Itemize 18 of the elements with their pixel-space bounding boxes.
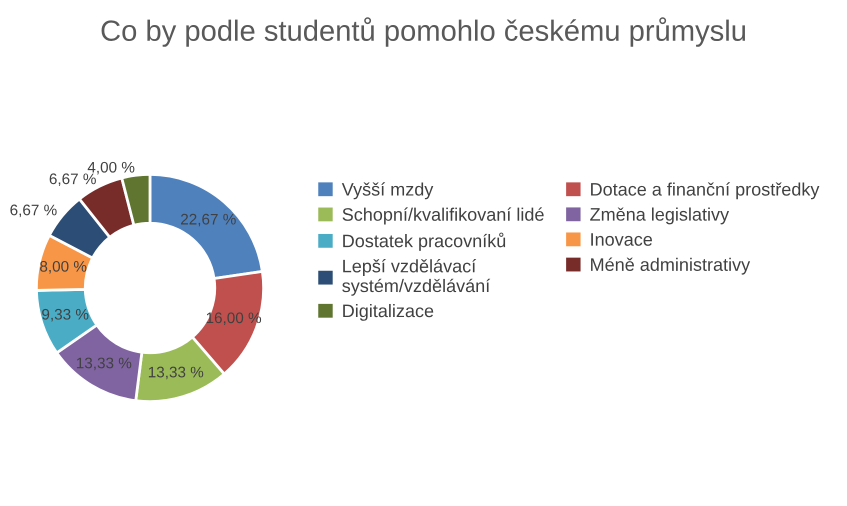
data-label: 13,33 %	[76, 358, 132, 370]
legend-label: Změna legislativy	[590, 207, 730, 224]
data-label: 4,00 %	[88, 162, 134, 174]
data-label: 8,00 %	[40, 260, 86, 274]
chart-title: Co by podle studentů pomohlo českému průmyslu	[102, 17, 746, 47]
legend-label: Schopní/kvalifikovaní lidé	[342, 207, 544, 224]
legend-label: Digitalizace	[343, 304, 434, 321]
data-label: 6,67 %	[10, 204, 57, 218]
legend-label: Méně administrativy	[591, 258, 750, 275]
legend-label: Lepší vzdělávací systém/vzdělávání	[342, 259, 490, 296]
data-label: 22,67 %	[181, 214, 236, 226]
data-label: 9,33 %	[42, 308, 88, 322]
legend-label: Dotace a finanční prostředky	[591, 182, 820, 200]
legend-label: Inovace	[591, 233, 652, 246]
data-label: 13,33 %	[148, 366, 204, 380]
legend-label: Vyšší mzdy	[342, 182, 434, 200]
legend-label: Dostatek pracovníků	[343, 232, 506, 251]
data-label: 6,67 %	[50, 173, 96, 186]
